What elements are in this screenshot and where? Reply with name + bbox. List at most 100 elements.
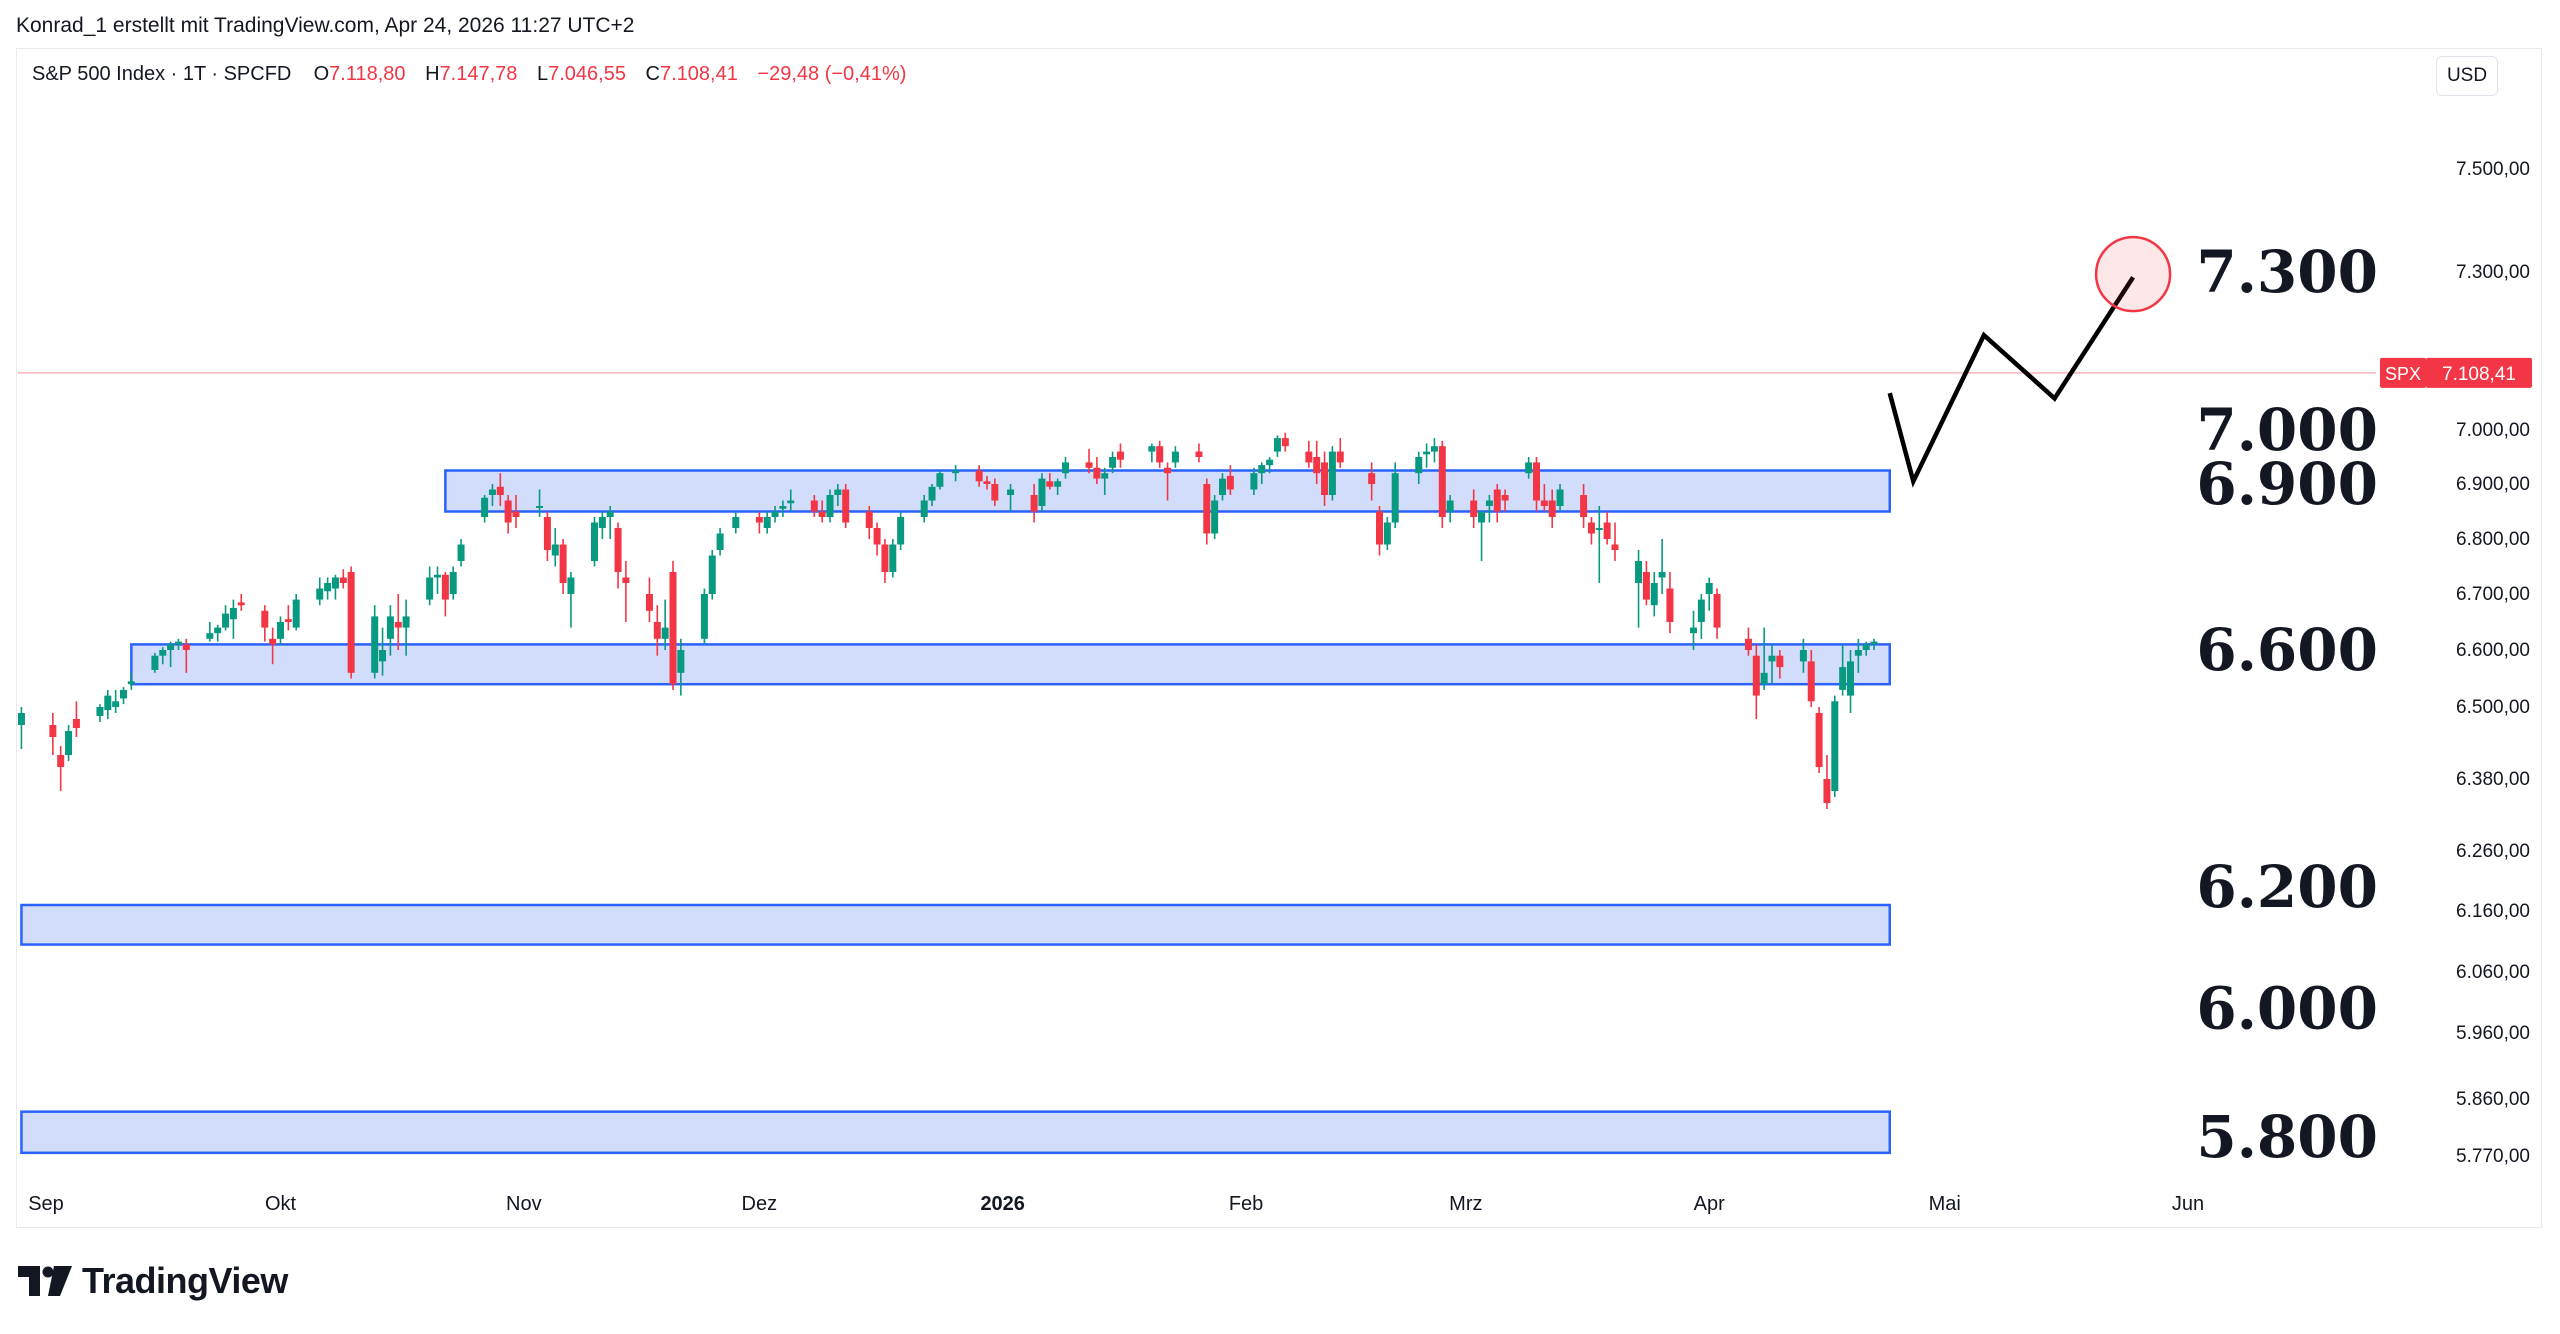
- open-value: 7.118,80: [329, 63, 406, 85]
- candle-body: [1815, 713, 1823, 767]
- price-tag-symbol: SPX: [2385, 364, 2421, 384]
- candle-body: [49, 725, 57, 737]
- candle: [237, 594, 245, 611]
- candle-body: [1650, 583, 1658, 606]
- candle: [1760, 627, 1768, 690]
- candle: [386, 605, 394, 656]
- candle: [1533, 457, 1540, 512]
- current-price-tag: SPX 7.108,41: [2380, 357, 2532, 388]
- candle-body: [386, 616, 394, 639]
- chart-attribution: Konrad_1 erstellt mit TradingView.com, A…: [16, 14, 635, 37]
- ohlc-legend: S&P 500 Index · 1T · SPCFD O7.118,80 H7.…: [32, 63, 920, 86]
- candle: [1313, 440, 1321, 484]
- candle: [1870, 638, 1878, 650]
- candle-body: [512, 511, 520, 517]
- candle-body: [669, 572, 677, 685]
- candle-body: [292, 599, 300, 628]
- candle: [324, 577, 332, 600]
- candle: [653, 605, 661, 656]
- candle: [1666, 572, 1674, 634]
- low-label: L: [536, 63, 549, 85]
- candle-body: [834, 489, 842, 495]
- y-tick-label: 6.380,00: [2456, 769, 2530, 790]
- tradingview-logo[interactable]: TradingView: [18, 1260, 288, 1302]
- candle-body: [426, 577, 434, 600]
- support-resistance-zone-3: [20, 903, 1892, 946]
- symbol-label[interactable]: S&P 500 Index · 1T · SPCFD: [32, 63, 292, 85]
- candle-body: [1376, 511, 1383, 545]
- candle-body: [873, 528, 881, 545]
- candle: [983, 475, 991, 490]
- candle-body: [1760, 672, 1768, 685]
- candle: [708, 550, 716, 600]
- candle: [127, 672, 135, 690]
- candle-body: [653, 622, 661, 639]
- candle: [496, 473, 504, 506]
- candle: [1548, 489, 1556, 528]
- candle-body: [826, 495, 834, 517]
- candle: [284, 605, 292, 631]
- currency-button[interactable]: USD: [2436, 56, 2498, 96]
- candle: [1525, 457, 1533, 479]
- candle: [543, 511, 551, 561]
- candle-body: [700, 594, 708, 639]
- candle-body: [1046, 481, 1054, 487]
- candle-body: [1580, 495, 1588, 517]
- candle-body: [229, 608, 237, 620]
- candle: [96, 704, 104, 722]
- candle: [1007, 484, 1015, 512]
- tradingview-logo-icon: [18, 1266, 72, 1296]
- candle: [1328, 446, 1336, 501]
- candle-body: [316, 588, 324, 600]
- candle-body: [1705, 583, 1713, 594]
- candle: [732, 511, 740, 534]
- candle-body: [104, 695, 112, 710]
- candle-body: [1109, 457, 1117, 468]
- candle-body: [1548, 500, 1556, 517]
- candle-body: [975, 470, 983, 482]
- candle: [457, 539, 465, 567]
- candle-body: [881, 544, 889, 572]
- candle-body: [1321, 462, 1329, 495]
- candle-body: [457, 544, 465, 561]
- candle: [371, 605, 379, 679]
- candle: [1258, 462, 1266, 484]
- candle-body: [151, 655, 159, 670]
- candle-body: [1054, 481, 1062, 487]
- candle: [65, 725, 73, 761]
- candle-body: [284, 619, 292, 622]
- candle: [1195, 443, 1203, 463]
- candle-body: [1203, 484, 1211, 534]
- high-label: H: [425, 63, 440, 85]
- candle: [897, 511, 905, 550]
- candle-body: [1862, 644, 1870, 650]
- level-annotation: 6.000: [2196, 975, 2378, 1043]
- candle: [182, 638, 190, 673]
- candle: [277, 616, 284, 645]
- candle-body: [606, 511, 614, 517]
- y-tick-label: 6.700,00: [2456, 584, 2530, 605]
- x-tick-label: Jun: [2172, 1193, 2204, 1215]
- candle: [1478, 511, 1486, 561]
- candle-body: [120, 689, 127, 699]
- candle-body: [928, 486, 936, 501]
- candle-body: [127, 681, 135, 685]
- candle-body: [481, 497, 489, 517]
- candle-body: [1666, 588, 1674, 622]
- candle: [1148, 443, 1156, 463]
- candle-body: [1501, 495, 1509, 501]
- candle: [1823, 755, 1831, 809]
- candle-body: [1611, 544, 1619, 550]
- candle: [1093, 457, 1101, 484]
- candle: [449, 566, 457, 600]
- candle-body: [1446, 500, 1454, 512]
- candle-body: [1776, 655, 1784, 668]
- candle: [229, 599, 237, 639]
- candle: [975, 465, 983, 487]
- candle-body: [174, 641, 182, 645]
- candle-body: [1062, 462, 1069, 474]
- y-tick-label: 6.900,00: [2456, 474, 2530, 495]
- candle-body: [936, 473, 944, 487]
- candle-body: [402, 616, 410, 628]
